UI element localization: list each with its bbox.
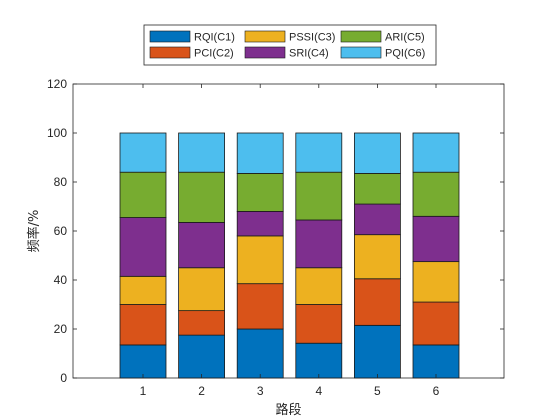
x-axis-ticks: 1 2 3 4 5 6	[140, 84, 440, 398]
bar-segment-6-3	[412, 261, 460, 303]
bar-segment-2-4	[178, 222, 226, 269]
y-axis-ticks: 0 20 40 60 80 100 120	[47, 77, 504, 385]
legend-swatch	[340, 46, 382, 59]
bar-segment-4-2	[295, 304, 343, 344]
x-tick-label: 4	[315, 384, 322, 398]
legend-label: PSSI(C3)	[289, 32, 335, 44]
bar-segment-1-6	[119, 132, 167, 173]
bar-segment-2-2	[178, 310, 226, 336]
bar-segment-5-2	[353, 278, 401, 326]
legend-swatch	[149, 46, 191, 59]
bar-segment-3-3	[236, 235, 284, 285]
bar-segment-4-1	[295, 342, 343, 379]
legend-swatch	[244, 30, 286, 43]
y-tick-label: 100	[47, 126, 67, 140]
bar-segment-6-4	[412, 215, 460, 263]
bar-segment-4-5	[295, 171, 343, 221]
y-tick-label: 120	[47, 77, 67, 91]
bar-segment-6-5	[412, 171, 460, 217]
bar-segment-5-3	[353, 234, 401, 280]
y-axis-label: 频率/%	[26, 210, 42, 253]
legend: RQI(C1) PCI(C2) PSSI(C3) SRI(C4) ARI(C5) PQI(…	[143, 24, 437, 66]
bar-segment-5-6	[353, 132, 401, 174]
legend-label: PQI(C6)	[385, 48, 425, 60]
y-tick-label: 80	[54, 175, 68, 189]
y-tick-label: 40	[54, 273, 68, 287]
bar-segment-4-3	[295, 267, 343, 305]
bar-segment-6-6	[412, 132, 460, 173]
legend-label: PCI(C2)	[194, 48, 234, 60]
bar-segment-2-6	[178, 132, 226, 173]
y-tick-label: 0	[60, 371, 67, 385]
bar-segment-4-6	[295, 132, 343, 173]
bar-segment-3-6	[236, 132, 284, 174]
x-tick-label: 5	[374, 384, 381, 398]
legend-box	[143, 24, 437, 66]
bar-segment-2-3	[178, 267, 226, 312]
bar-segment-2-5	[178, 171, 226, 223]
x-tick-label: 2	[198, 384, 205, 398]
bar-segment-5-1	[353, 324, 401, 379]
bars	[119, 132, 460, 379]
bar-segment-3-1	[236, 328, 284, 379]
bar-segment-3-5	[236, 173, 284, 212]
x-axis-label: 路段	[275, 402, 301, 418]
legend-label: ARI(C5)	[385, 32, 425, 44]
x-tick-label: 3	[257, 384, 264, 398]
legend-swatch	[149, 30, 191, 43]
y-tick-label: 60	[54, 224, 68, 238]
legend-label: SRI(C4)	[289, 48, 329, 60]
bar-segment-2-1	[178, 334, 226, 379]
bar-segment-1-5	[119, 171, 167, 218]
bar-segment-3-2	[236, 283, 284, 330]
bar-segment-5-5	[353, 173, 401, 205]
bar-segment-1-2	[119, 304, 167, 346]
y-tick-label: 20	[54, 322, 68, 336]
bar-segment-1-1	[119, 344, 167, 379]
bar-segment-4-4	[295, 219, 343, 269]
legend-label: RQI(C1)	[194, 32, 235, 44]
x-tick-label: 6	[433, 384, 440, 398]
bar-segment-6-1	[412, 344, 460, 379]
bar-segment-1-3	[119, 275, 167, 305]
bar-segment-6-2	[412, 301, 460, 346]
bar-segment-3-4	[236, 210, 284, 237]
bar-segment-5-4	[353, 203, 401, 236]
x-tick-label: 1	[140, 384, 147, 398]
legend-swatch	[244, 46, 286, 59]
bar-segment-1-4	[119, 217, 167, 277]
legend-swatch	[340, 30, 382, 43]
